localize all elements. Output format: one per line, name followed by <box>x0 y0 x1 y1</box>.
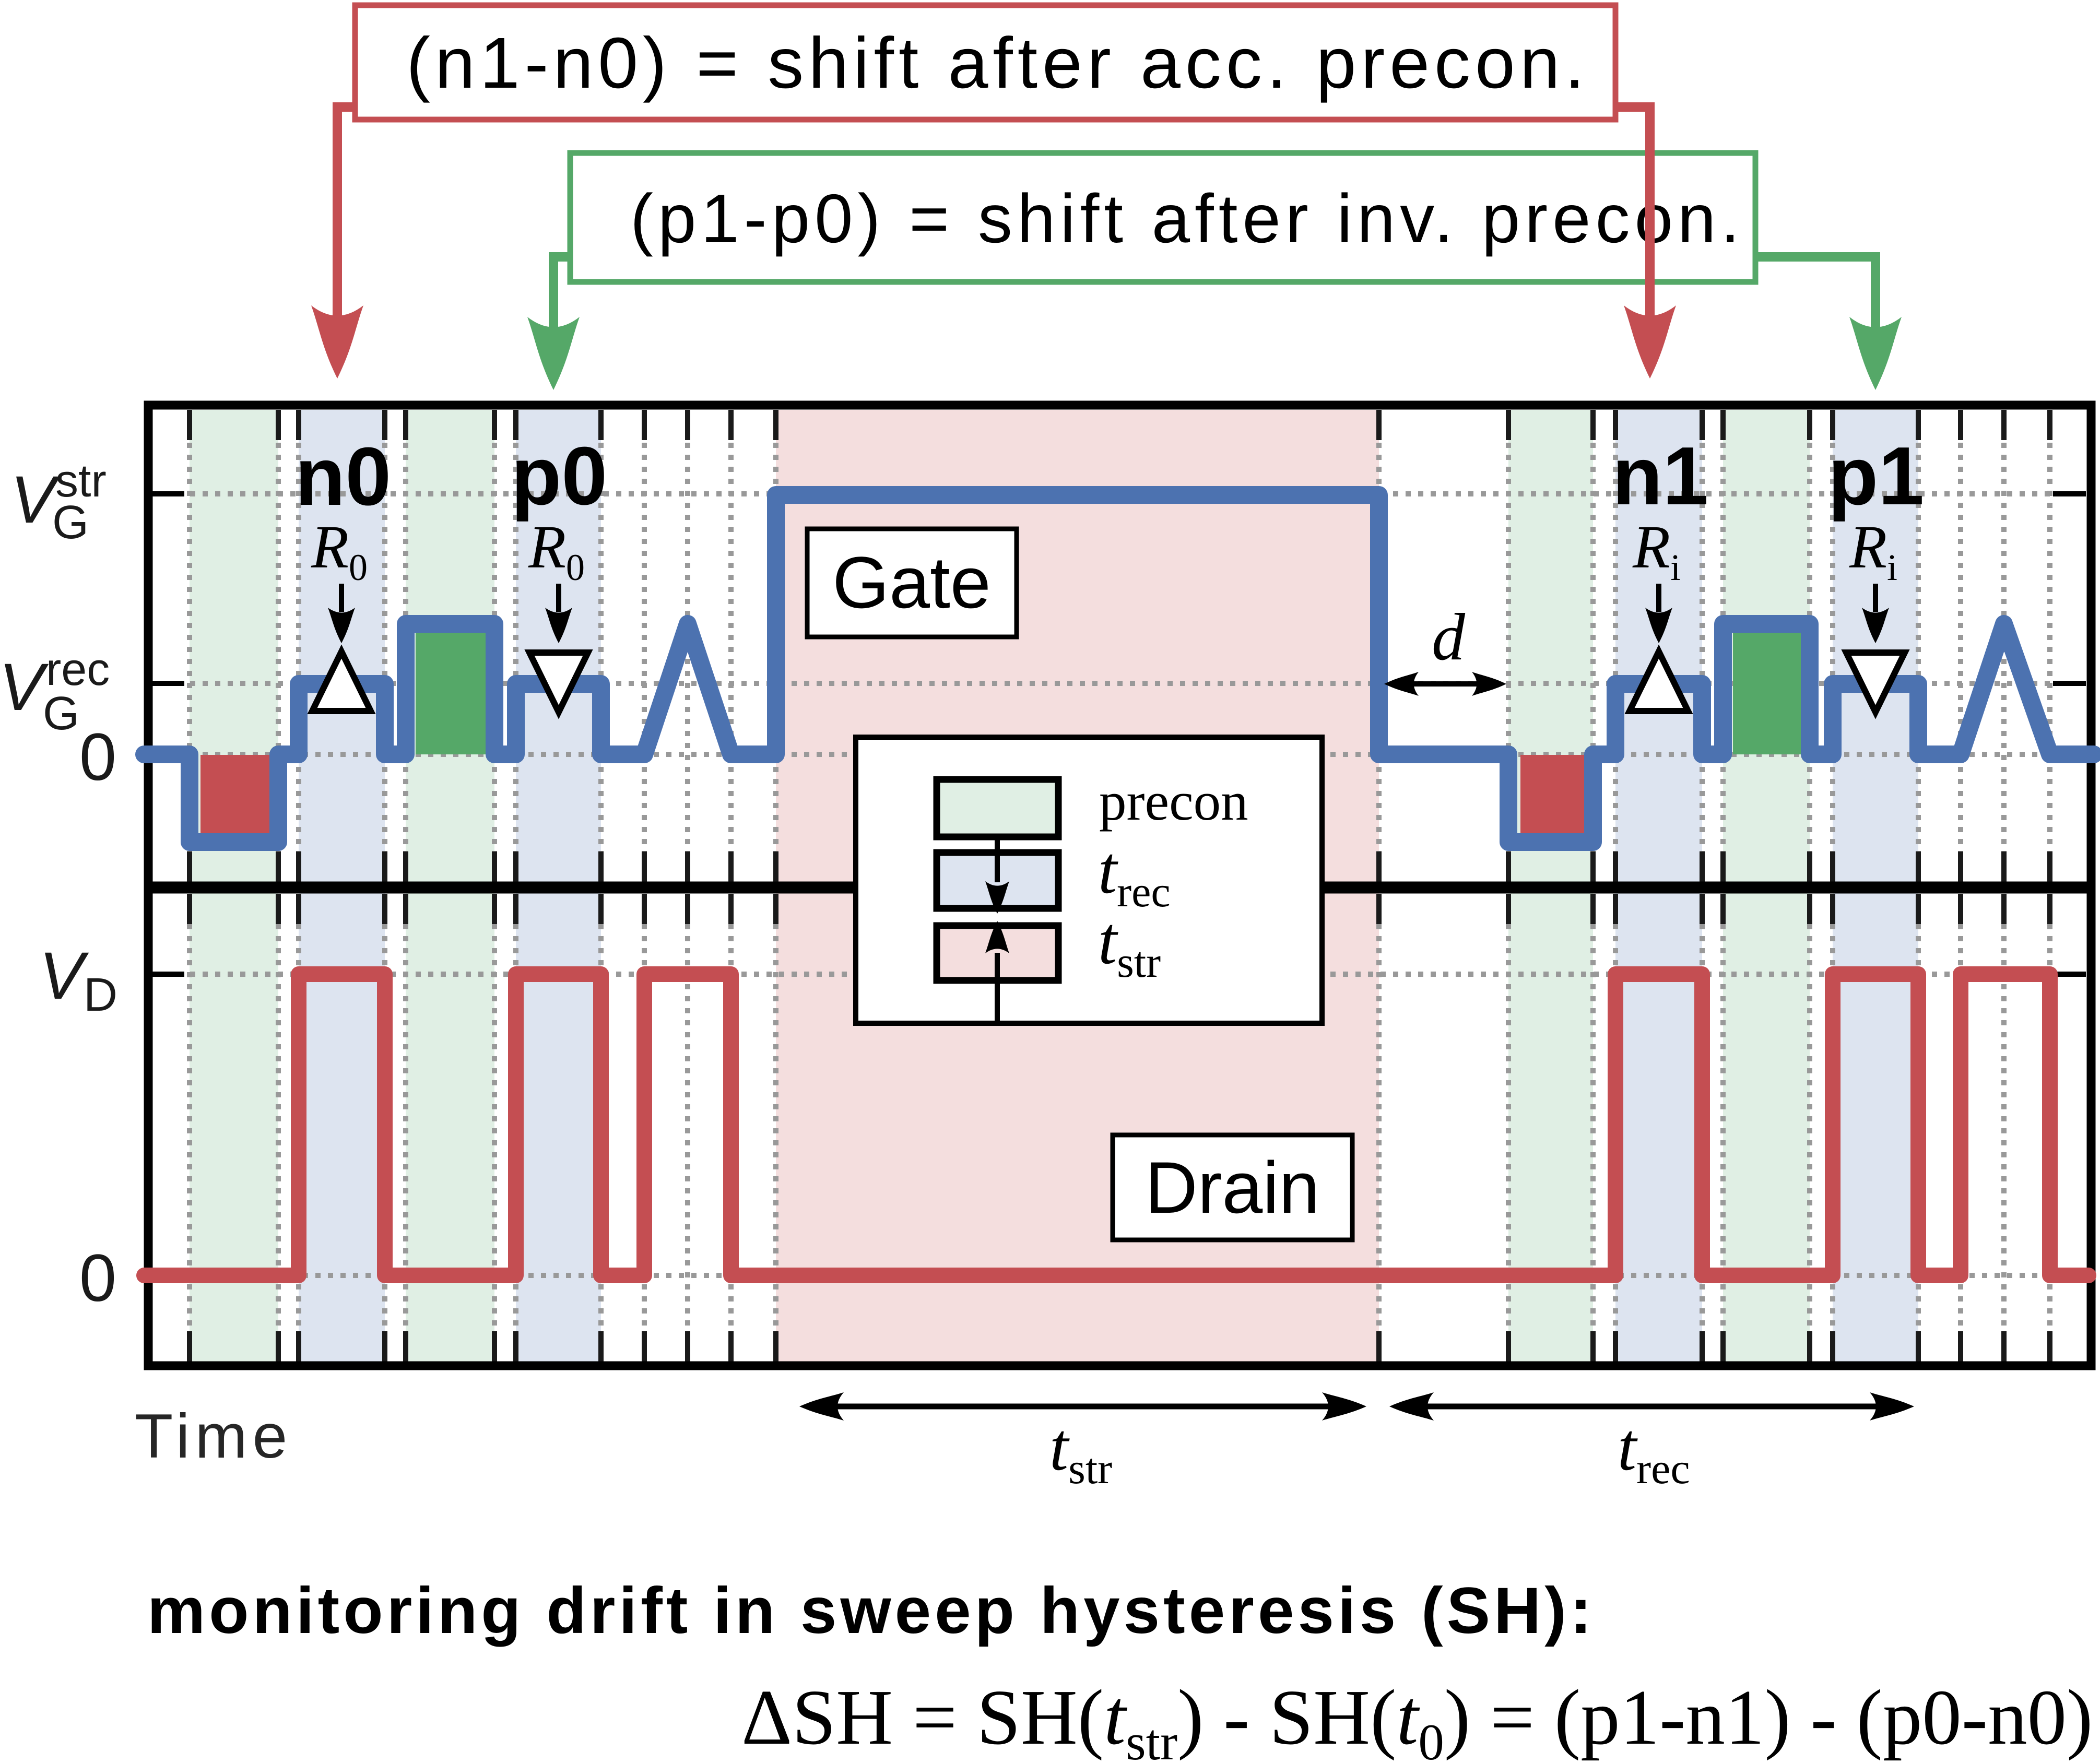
svg-text:V: V <box>39 939 89 1013</box>
svg-text:D: D <box>84 969 117 1021</box>
svg-text:monitoring drift in sweep hyst: monitoring drift in sweep hysteresis (SH… <box>147 1575 1596 1647</box>
svg-text:p0: p0 <box>511 430 607 522</box>
svg-text:(n1-n0) = shift after acc. pre: (n1-n0) = shift after acc. precon. <box>406 23 1589 103</box>
svg-text:Time: Time <box>135 1401 292 1471</box>
svg-text:V: V <box>0 650 49 725</box>
svg-text:n1: n1 <box>1612 430 1708 522</box>
svg-text:str: str <box>55 455 107 506</box>
svg-text:ΔSH = SH(tstr) - SH(t0) = (p1-: ΔSH = SH(tstr) - SH(t0) = (p1-n1) - (p0-… <box>741 1673 2093 1763</box>
svg-text:Ri: Ri <box>1849 513 1897 588</box>
svg-text:G: G <box>52 496 89 549</box>
svg-text:G: G <box>43 688 79 740</box>
svg-text:p1: p1 <box>1828 430 1924 522</box>
svg-text:Gate: Gate <box>832 541 991 623</box>
svg-text:(p1-p0) = shift after inv. pre: (p1-p0) = shift after inv. precon. <box>630 180 1744 257</box>
svg-text:Drain: Drain <box>1145 1146 1320 1228</box>
svg-text:0: 0 <box>79 720 116 795</box>
svg-text:R0: R0 <box>528 513 585 588</box>
svg-text:precon: precon <box>1099 771 1248 832</box>
svg-text:d: d <box>1432 600 1466 674</box>
svg-text:n0: n0 <box>295 431 391 523</box>
svg-text:0: 0 <box>79 1241 116 1316</box>
svg-text:V: V <box>10 463 61 537</box>
svg-text:rec: rec <box>46 643 110 695</box>
